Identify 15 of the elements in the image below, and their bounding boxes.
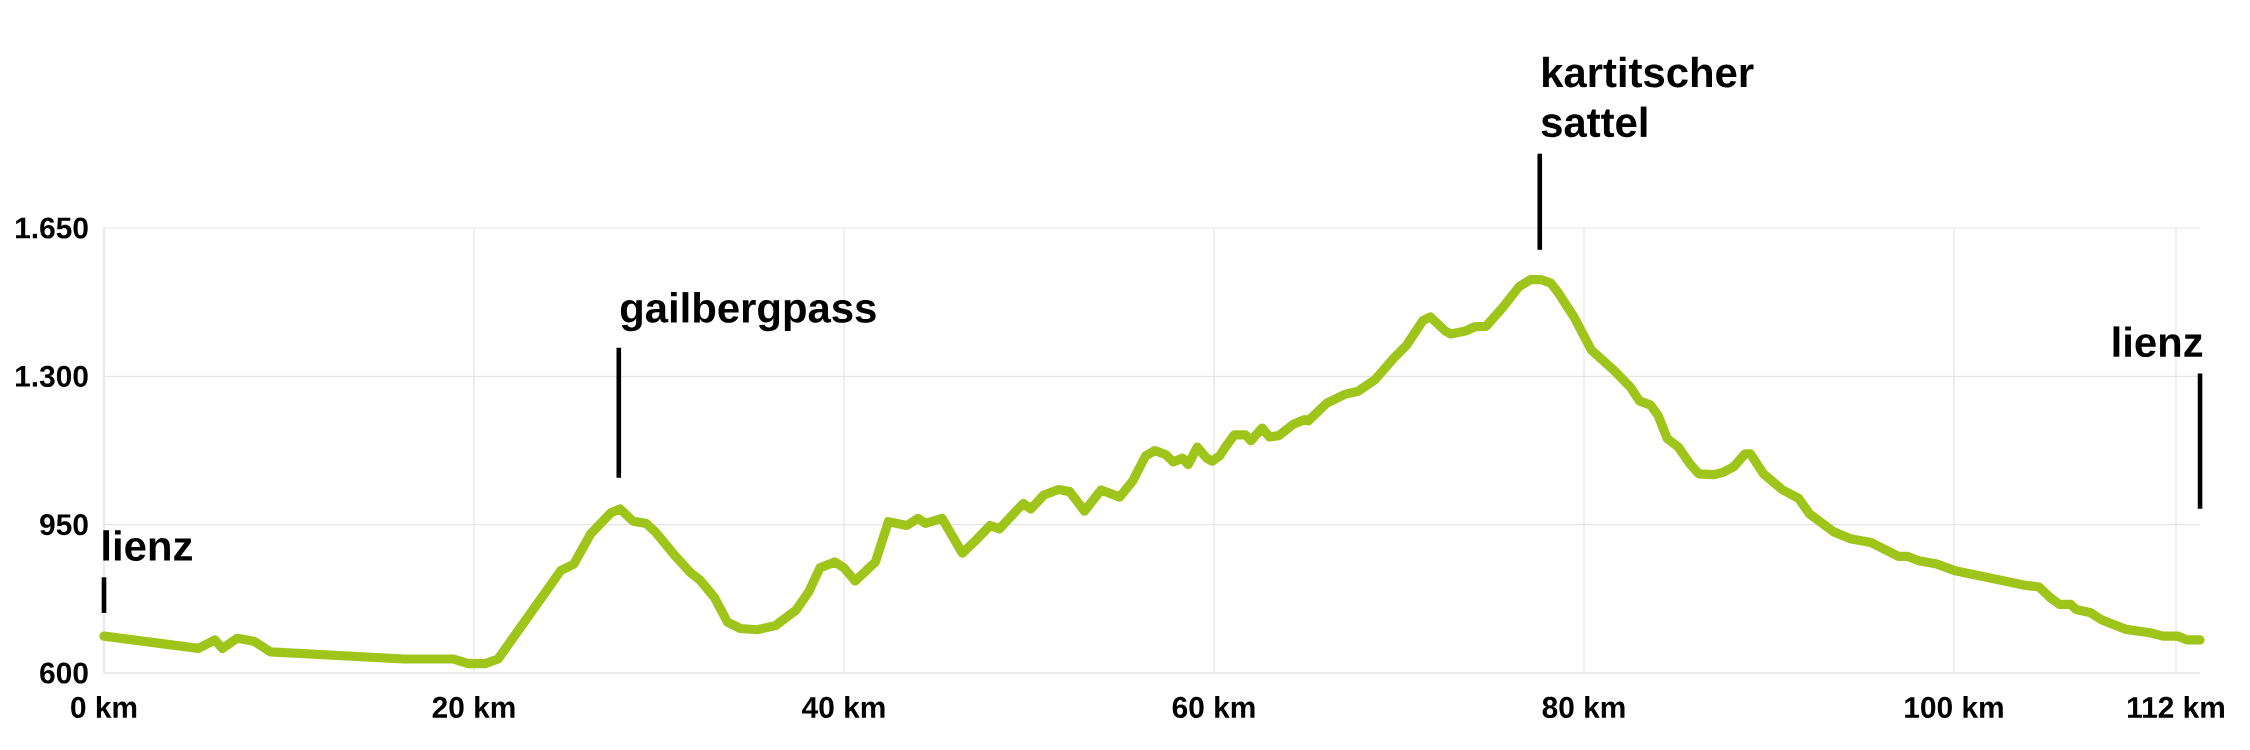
text: kartitscher sattel <box>1541 56 1754 138</box>
y-tick-label: 950 <box>40 514 88 536</box>
annotation: gailbergpass <box>620 292 876 332</box>
annotation: lienz <box>103 530 192 561</box>
x-tick-label: 80 km <box>1542 696 1625 718</box>
x-tick-label: 20 km <box>432 696 515 718</box>
x-tick-label: 100 km <box>1905 696 2003 718</box>
x-tick-label: 112 km <box>2128 696 2224 718</box>
y-tick-label: 1.650 <box>16 217 88 239</box>
y-tick-label: 1.300 <box>16 365 88 387</box>
y-tick-label: 600 <box>40 662 88 684</box>
x-tick-label: 60 km <box>1172 696 1255 718</box>
annotation: lienz <box>2113 326 2203 358</box>
x-tick-label: 40 km <box>802 696 885 718</box>
x-tick-label: 0 km <box>71 696 137 718</box>
